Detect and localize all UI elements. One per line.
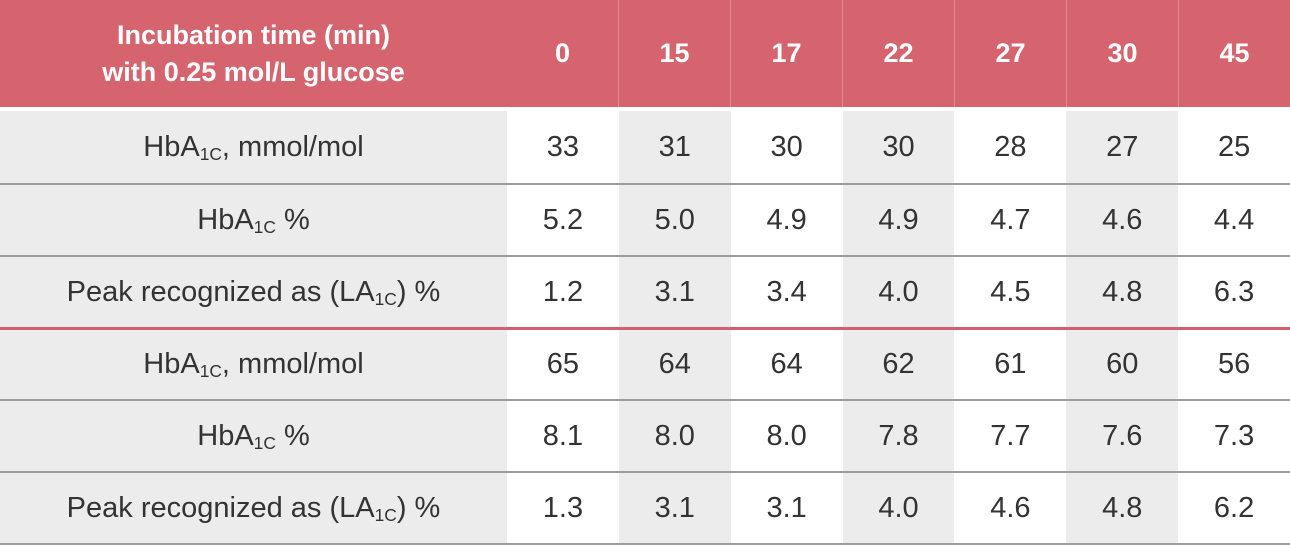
data-cell: 4.4 bbox=[1178, 185, 1290, 255]
row-label-cell: Peak recognized as (LA1C) % bbox=[0, 257, 507, 327]
column-header-27min: 27 bbox=[954, 0, 1066, 107]
data-cell: 60 bbox=[1106, 348, 1139, 380]
data-cell: 7.7 bbox=[954, 401, 1067, 471]
row-label: Peak recognized as (LA1C) % bbox=[66, 491, 441, 525]
row-label: HbA1C, mmol/mol bbox=[143, 348, 364, 382]
data-cell: 7.3 bbox=[1178, 401, 1290, 471]
data-cell: 4.0 bbox=[878, 491, 919, 524]
row-label: HbA1C % bbox=[197, 203, 310, 237]
column-header-30min: 30 bbox=[1066, 0, 1178, 107]
header-label-line2: with 0.25 mol/L glucose bbox=[102, 56, 405, 87]
data-cell: 4.9 bbox=[730, 185, 843, 255]
data-cell: 8.1 bbox=[507, 401, 619, 471]
data-cell: 1.2 bbox=[507, 257, 619, 327]
data-cell: 33 bbox=[507, 111, 619, 183]
subscript-1c: 1C bbox=[374, 288, 397, 309]
data-cell: 62 bbox=[882, 348, 915, 380]
header-label-line1: Incubation time (min) bbox=[117, 20, 390, 51]
data-cell: 25 bbox=[1178, 111, 1290, 183]
row-label-cell: HbA1C, mmol/mol bbox=[0, 330, 507, 399]
data-cell: 6.2 bbox=[1178, 473, 1290, 543]
data-cell: 3.4 bbox=[730, 257, 843, 327]
data-cell: 3.1 bbox=[730, 473, 843, 543]
data-cell: 64 bbox=[730, 330, 843, 399]
data-cell: 1.3 bbox=[507, 473, 619, 543]
subscript-1c: 1C bbox=[374, 504, 397, 525]
table-row: HbA1C % 8.1 8.0 8.0 7.8 7.7 7.6 7.3 bbox=[0, 399, 1290, 471]
data-cell: 56 bbox=[1178, 330, 1290, 399]
table-row: Peak recognized as (LA1C) % 1.3 3.1 3.1 … bbox=[0, 471, 1290, 545]
data-cell: 28 bbox=[954, 111, 1067, 183]
data-cell: 4.6 bbox=[1102, 203, 1143, 236]
row-label-cell: HbA1C % bbox=[0, 401, 507, 471]
header-body-gap bbox=[0, 107, 1290, 111]
subscript-1c: 1C bbox=[199, 361, 222, 382]
data-cell: 6.3 bbox=[1178, 257, 1290, 327]
row-label-cell: Peak recognized as (LA1C) % bbox=[0, 473, 507, 543]
data-cell: 8.0 bbox=[730, 401, 843, 471]
data-cell: 4.7 bbox=[954, 185, 1067, 255]
table-row: HbA1C, mmol/mol 65 64 64 62 61 60 56 bbox=[0, 327, 1290, 399]
data-cell: 7.8 bbox=[878, 419, 919, 452]
data-cell: 27 bbox=[1106, 130, 1139, 163]
row-label: HbA1C % bbox=[197, 419, 310, 453]
table-header-row: Incubation time (min) with 0.25 mol/L gl… bbox=[0, 0, 1290, 107]
data-cell: 4.9 bbox=[878, 203, 919, 236]
data-cell: 3.1 bbox=[654, 491, 695, 524]
row-label-cell: HbA1C % bbox=[0, 185, 507, 255]
subscript-1c: 1C bbox=[253, 432, 276, 453]
column-header-45min: 45 bbox=[1178, 0, 1290, 107]
data-cell: 4.6 bbox=[954, 473, 1067, 543]
row-label: Peak recognized as (LA1C) % bbox=[66, 275, 441, 309]
column-header-22min: 22 bbox=[842, 0, 954, 107]
subscript-1c: 1C bbox=[253, 216, 276, 237]
subscript-1c: 1C bbox=[199, 143, 222, 164]
data-cell: 5.0 bbox=[654, 203, 695, 236]
row-label-cell: HbA1C, mmol/mol bbox=[0, 111, 507, 183]
data-cell: 30 bbox=[730, 111, 843, 183]
data-cell: 4.8 bbox=[1102, 275, 1143, 308]
data-cell: 4.0 bbox=[878, 275, 919, 308]
data-cell: 31 bbox=[658, 130, 691, 163]
data-cell: 7.6 bbox=[1102, 419, 1143, 452]
header-label-cell: Incubation time (min) with 0.25 mol/L gl… bbox=[0, 0, 507, 107]
table-row: Peak recognized as (LA1C) % 1.2 3.1 3.4 … bbox=[0, 255, 1290, 327]
data-cell: 30 bbox=[882, 130, 915, 163]
row-label: HbA1C, mmol/mol bbox=[143, 130, 364, 164]
data-cell: 4.5 bbox=[954, 257, 1067, 327]
data-cell: 64 bbox=[658, 348, 691, 380]
data-cell: 61 bbox=[954, 330, 1067, 399]
column-header-0min: 0 bbox=[554, 38, 571, 68]
table-row: HbA1C % 5.2 5.0 4.9 4.9 4.7 4.6 4.4 bbox=[0, 183, 1290, 255]
data-cell: 4.8 bbox=[1102, 491, 1143, 524]
table-row: HbA1C, mmol/mol 33 31 30 30 28 27 25 bbox=[0, 111, 1290, 183]
column-header-17min: 17 bbox=[730, 0, 842, 107]
data-cell: 3.1 bbox=[654, 275, 695, 308]
column-header-15min: 15 bbox=[618, 0, 730, 107]
data-cell: 8.0 bbox=[654, 419, 695, 452]
data-cell: 65 bbox=[507, 330, 619, 399]
data-cell: 5.2 bbox=[507, 185, 619, 255]
